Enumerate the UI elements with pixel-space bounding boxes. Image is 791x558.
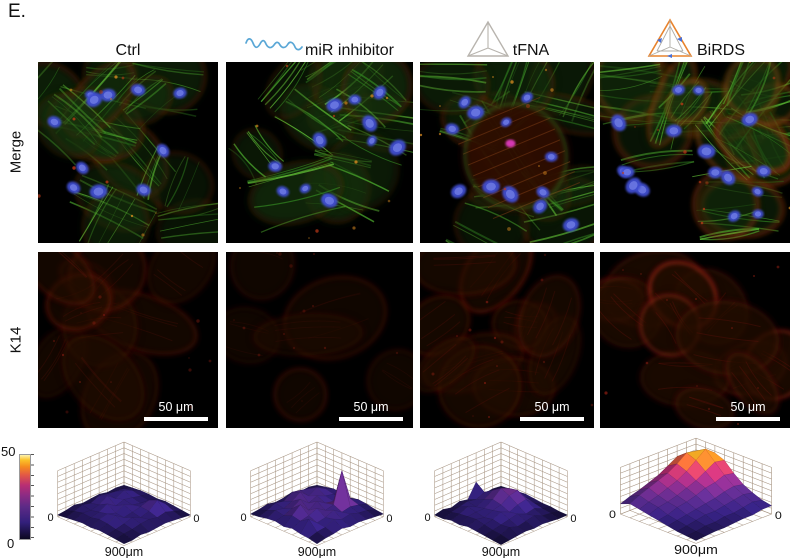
merge-image-mir-inhibitor bbox=[226, 62, 413, 243]
tetrahedron-outline-icon bbox=[466, 20, 509, 57]
column-label: Ctrl bbox=[115, 42, 141, 59]
svg-text:0: 0 bbox=[48, 512, 54, 524]
merge-image-ctrl bbox=[38, 62, 218, 243]
svg-text:0: 0 bbox=[193, 513, 199, 525]
row-label-merge: Merge bbox=[7, 130, 25, 174]
scale-bar-line bbox=[716, 417, 780, 421]
svg-text:900μm: 900μm bbox=[674, 543, 718, 557]
scale-bar: 50 μm bbox=[144, 400, 208, 421]
svg-text:900μm: 900μm bbox=[105, 545, 143, 558]
column-label: miR inhibitor bbox=[305, 42, 394, 59]
svg-text:0: 0 bbox=[609, 508, 616, 521]
surface-plot-mir-inhibitor: 0 0 900μm bbox=[237, 436, 397, 558]
scale-bar: 50 μm bbox=[716, 400, 780, 421]
merge-image-birds bbox=[600, 62, 790, 243]
svg-text:0: 0 bbox=[241, 512, 247, 524]
surface-plot-birds: 0 0 900μm bbox=[605, 432, 787, 558]
colorbar-ticks bbox=[31, 454, 34, 538]
rna-squiggle-icon bbox=[245, 38, 303, 51]
column-label: BiRDS bbox=[696, 42, 745, 59]
scale-bar-line bbox=[144, 417, 208, 421]
svg-text:0: 0 bbox=[570, 513, 576, 525]
scale-bar-line bbox=[520, 417, 584, 421]
surface-plot-ctrl: 0 0 900μm bbox=[44, 436, 204, 558]
k14-image-mir-inhibitor: 50 μm bbox=[226, 252, 413, 428]
colorbar-min-label: 0 bbox=[7, 536, 15, 551]
colorbar-max-label: 50 bbox=[1, 444, 16, 459]
column-label: tFNA bbox=[512, 42, 550, 59]
scale-bar-line bbox=[339, 417, 403, 421]
svg-text:0: 0 bbox=[425, 512, 431, 524]
scale-bar: 50 μm bbox=[520, 400, 584, 421]
svg-text:900μm: 900μm bbox=[482, 545, 520, 558]
svg-text:900μm: 900μm bbox=[298, 545, 336, 558]
scale-bar-label: 50 μm bbox=[353, 400, 389, 415]
svg-text:0: 0 bbox=[775, 509, 782, 522]
colorbar-gradient bbox=[19, 454, 31, 540]
k14-image-tfna: 50 μm bbox=[420, 252, 594, 428]
column-header-ctrl: Ctrl bbox=[38, 14, 218, 60]
scale-bar-label: 50 μm bbox=[534, 400, 570, 415]
row-label-k14: K14 bbox=[7, 326, 25, 354]
panel-label: E. bbox=[8, 1, 26, 22]
column-header-tfna: tFNA bbox=[420, 14, 594, 60]
k14-image-birds: 50 μm bbox=[600, 252, 790, 428]
scale-bar: 50 μm bbox=[339, 400, 403, 421]
merge-image-tfna bbox=[420, 62, 594, 243]
colorbar: 50 0 bbox=[0, 442, 36, 554]
scale-bar-label: 50 μm bbox=[730, 400, 766, 415]
scale-bar-label: 50 μm bbox=[158, 400, 194, 415]
column-header-mir-inhibitor: miR inhibitor bbox=[226, 14, 413, 60]
k14-image-ctrl: 50 μm bbox=[38, 252, 218, 428]
surface-plot-tfna: 0 0 900μm bbox=[421, 436, 581, 558]
svg-text:0: 0 bbox=[386, 513, 392, 525]
column-header-birds: BiRDS bbox=[600, 14, 790, 60]
birds-tetrahedron-icon bbox=[647, 18, 693, 58]
